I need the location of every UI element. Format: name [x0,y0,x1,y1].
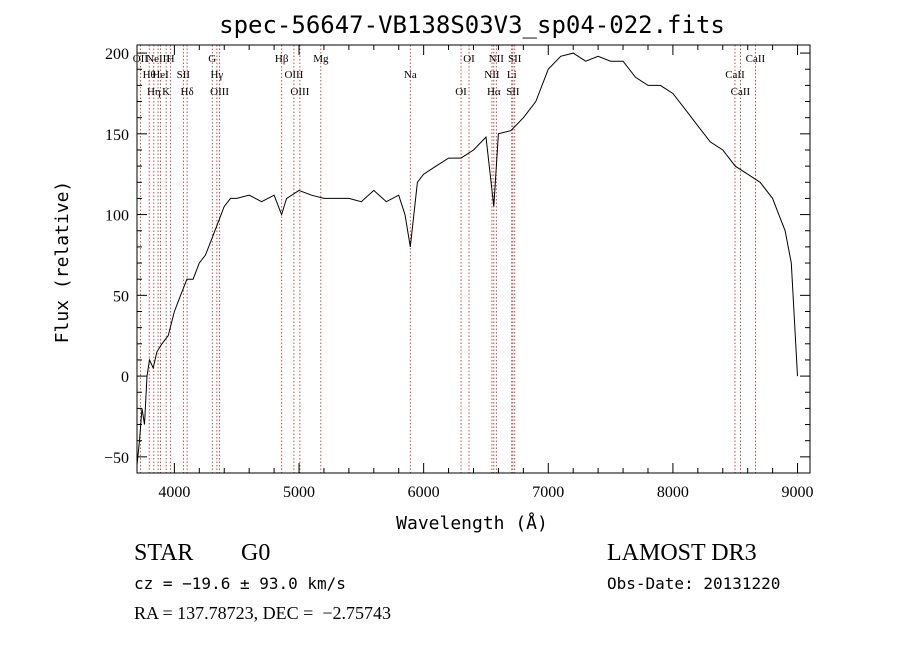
line-marker-label: OI [455,86,467,98]
line-marker-label: OIII [210,86,229,98]
y-axis-ticks: −50 0 50 100 150 200 [104,46,810,474]
line-marker-label: CaII [746,53,766,65]
line-marker-label: Hη [147,86,161,98]
line-markers [139,45,756,473]
line-marker-labels: OIIHθHηNeIIIHeIKHSIIHδGHγOIIIHβOIIIOIIIM… [133,53,766,98]
observation-date: Obs-Date: 20131220 [607,574,781,593]
y-tick-label: 150 [105,127,129,144]
line-marker-label: OIII [284,69,303,81]
line-marker-label: Hδ [181,86,194,98]
line-marker-label: NeIII [146,53,170,65]
y-tick-label: −50 [104,450,129,467]
line-marker-label: SII [177,69,191,81]
plot-frame [136,44,811,474]
line-marker-label: NII [484,69,500,81]
survey-name: LAMOST DR3 [607,540,757,566]
line-marker-label: Hβ [275,53,289,65]
y-tick-label: 0 [121,369,129,386]
line-marker-label: OI [463,53,475,65]
line-marker-label: CaII [725,69,745,81]
line-marker-label: HeI [152,69,169,81]
star-subclass: G0 [241,540,271,566]
line-marker-label: Na [404,69,417,81]
line-marker-label: Li [507,69,517,81]
y-tick-label: 50 [113,288,129,305]
spectrum-line [136,52,798,465]
line-marker-label: Hγ [210,69,223,81]
line-marker-label: SII [508,53,522,65]
line-marker-label: G [208,53,216,65]
x-tick-label: 4000 [158,484,190,501]
line-marker-label: Hα [487,86,501,98]
line-marker-label: Hθ [143,69,156,81]
line-marker-label: NII [489,53,505,65]
coordinates: RA = 137.78723, DEC = −2.75743 [134,603,391,623]
x-tick-label: 9000 [782,484,814,501]
y-axis-label: Flux (relative) [52,181,73,344]
line-marker-label: CaII [731,86,751,98]
x-tick-label: 5000 [283,484,315,501]
x-tick-label: 6000 [408,484,440,501]
line-marker-label: H [167,53,175,65]
line-marker-label: Mg [313,53,329,65]
y-tick-label: 100 [105,208,129,225]
x-axis-label: Wavelength (Å) [396,512,548,534]
y-tick-label: 200 [105,46,129,63]
line-marker-label: K [162,86,170,98]
line-marker-label: OIII [290,86,309,98]
x-axis-ticks: 4000 5000 6000 7000 8000 9000 [158,45,814,501]
star-class: STAR [134,540,194,566]
x-tick-label: 8000 [657,484,689,501]
redshift-cz: cz = −19.6 ± 93.0 km/s [134,574,346,593]
line-marker-label: SII [506,86,520,98]
chart-title: spec-56647-VB138S03V3_sp04-022.fits [219,11,725,39]
x-tick-label: 7000 [532,484,564,501]
